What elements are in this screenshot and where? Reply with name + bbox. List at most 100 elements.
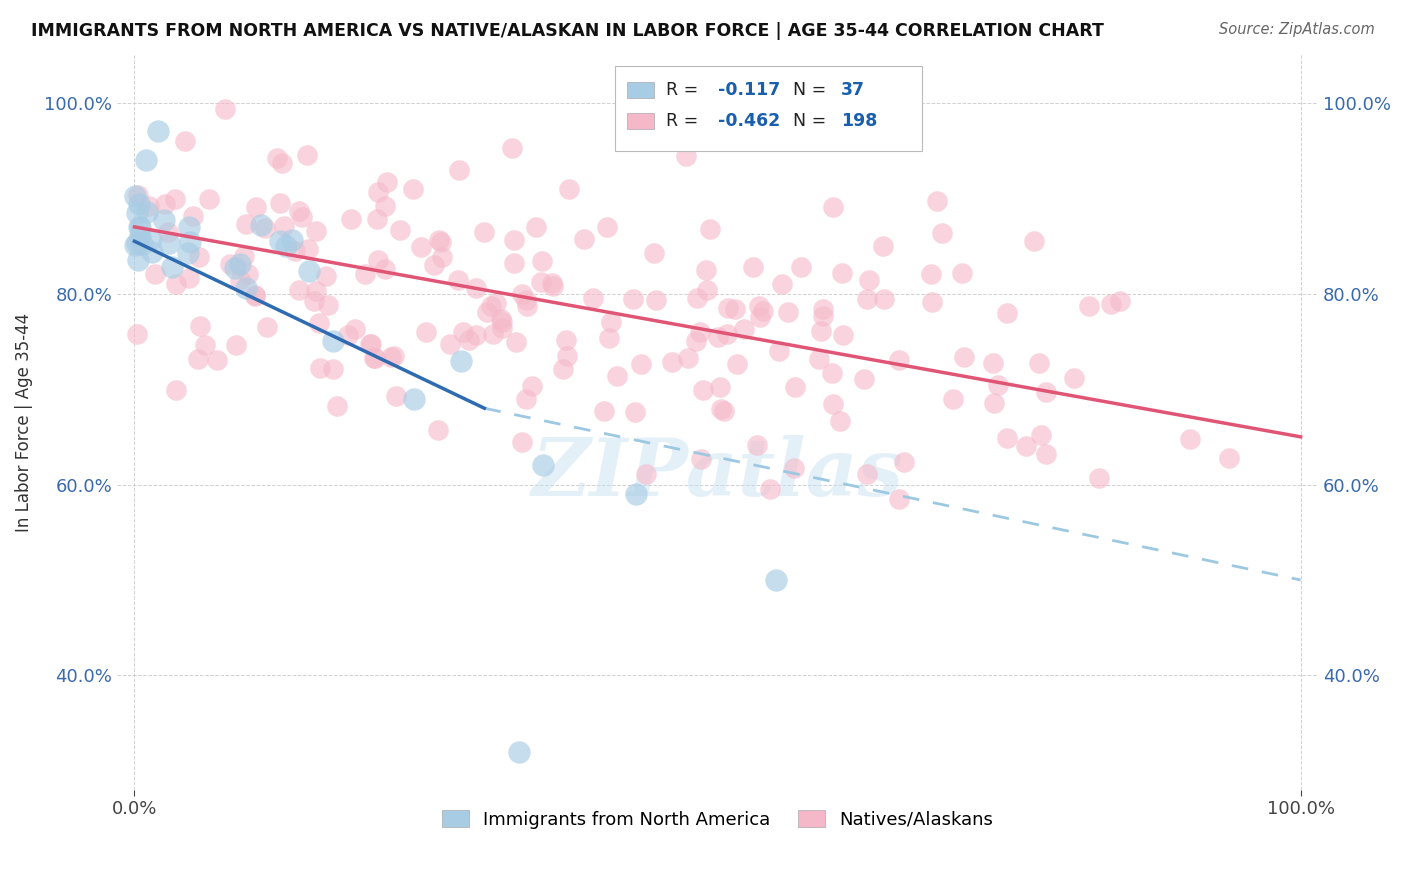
Point [508, 745, 530, 759]
Point [593, 404, 616, 418]
Text: 37: 37 [841, 80, 865, 99]
FancyBboxPatch shape [627, 113, 654, 129]
Point [308, 316, 330, 330]
Point [501, 141, 523, 155]
Point [429, 233, 451, 247]
Point [270, 156, 292, 170]
Point [229, 257, 252, 271]
Point [856, 467, 879, 482]
Point [225, 338, 247, 352]
Point [606, 368, 628, 383]
Point [363, 351, 385, 366]
Point [402, 182, 425, 196]
Point [983, 396, 1005, 410]
Point [288, 283, 311, 297]
Point [485, 295, 508, 310]
Point [124, 188, 146, 202]
Text: R =: R = [666, 80, 703, 99]
Point [811, 309, 834, 323]
Point [1218, 451, 1240, 466]
Point [524, 220, 547, 235]
Point [634, 467, 657, 482]
Point [997, 431, 1019, 445]
Point [250, 219, 273, 233]
Point [690, 451, 713, 466]
Point [141, 232, 163, 246]
Point [713, 404, 735, 418]
Point [229, 273, 252, 287]
Point [598, 331, 620, 345]
Point [1015, 439, 1038, 453]
FancyBboxPatch shape [627, 81, 654, 98]
Point [785, 380, 807, 394]
Point [340, 212, 363, 227]
Point [810, 324, 832, 338]
Point [269, 196, 291, 211]
Point [950, 266, 973, 280]
Point [287, 203, 309, 218]
Point [676, 351, 699, 365]
Point [155, 197, 177, 211]
Point [830, 414, 852, 428]
Point [873, 292, 896, 306]
Point [219, 258, 242, 272]
Point [503, 256, 526, 270]
Point [942, 392, 965, 406]
Point [742, 260, 765, 274]
Point [439, 336, 461, 351]
Point [214, 103, 236, 117]
Point [315, 268, 337, 283]
Point [995, 306, 1018, 320]
Point [724, 301, 747, 316]
Point [266, 151, 288, 165]
Point [129, 229, 152, 244]
Point [872, 238, 894, 252]
Text: R =: R = [666, 112, 703, 130]
Point [675, 148, 697, 162]
Point [491, 315, 513, 329]
Point [893, 455, 915, 469]
Point [522, 378, 544, 392]
Point [699, 222, 721, 236]
Point [308, 361, 330, 376]
Point [165, 277, 187, 291]
Point [458, 333, 481, 347]
Point [427, 423, 450, 437]
Point [254, 220, 277, 235]
Text: -0.462: -0.462 [717, 112, 780, 130]
Point [366, 211, 388, 226]
Point [772, 277, 794, 292]
Point [1088, 471, 1111, 485]
Point [758, 482, 780, 496]
Point [921, 295, 943, 310]
Point [256, 319, 278, 334]
Point [582, 291, 605, 305]
Point [630, 357, 652, 371]
Point [291, 210, 314, 224]
Point [430, 251, 453, 265]
Point [404, 392, 426, 406]
Point [1031, 428, 1053, 442]
Point [382, 349, 405, 363]
Point [224, 260, 246, 275]
Point [297, 242, 319, 256]
Point [187, 250, 209, 264]
Point [574, 232, 596, 246]
Point [243, 288, 266, 302]
Point [981, 356, 1004, 370]
Point [326, 399, 349, 413]
Point [515, 293, 537, 308]
Point [374, 199, 396, 213]
Point [415, 325, 437, 339]
Point [482, 327, 505, 342]
Point [491, 311, 513, 326]
Point [131, 237, 153, 252]
Point [465, 281, 488, 295]
Point [380, 351, 402, 365]
Point [768, 343, 790, 358]
Point [716, 327, 738, 342]
Point [516, 299, 538, 313]
Point [343, 322, 366, 336]
Point [187, 351, 209, 366]
Point [322, 362, 344, 376]
